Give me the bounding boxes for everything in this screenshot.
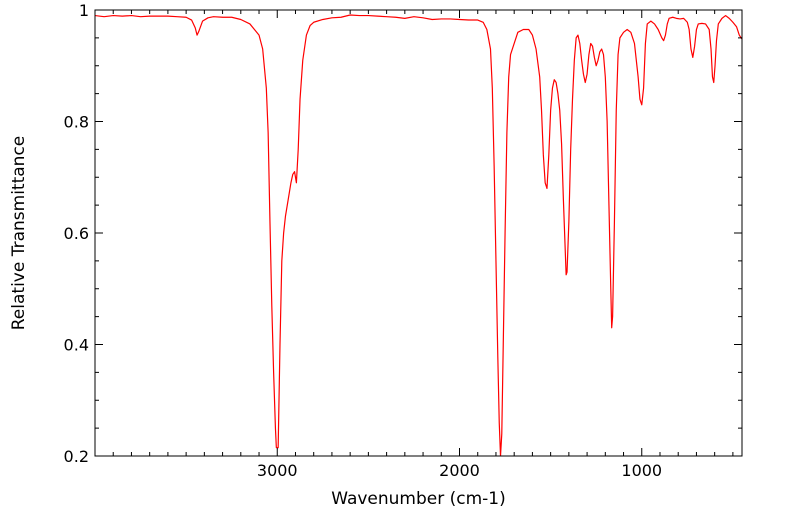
x-tick-label: 3000 <box>257 461 298 480</box>
x-tick-label: 1000 <box>621 461 662 480</box>
y-tick-label: 0.6 <box>64 224 89 243</box>
y-axis-title: Relative Transmittance <box>9 136 29 331</box>
plot-frame <box>94 9 743 457</box>
y-tick-label: 0.4 <box>64 336 89 355</box>
x-tick-label: 2000 <box>439 461 480 480</box>
y-tick-label: 0.8 <box>64 113 89 132</box>
y-tick-label: 0.2 <box>64 447 89 466</box>
y-tick-label: 1 <box>79 1 89 20</box>
spectrum-series-line <box>95 14 742 456</box>
x-axis-title: Wavenumber (cm-1) <box>331 489 506 509</box>
